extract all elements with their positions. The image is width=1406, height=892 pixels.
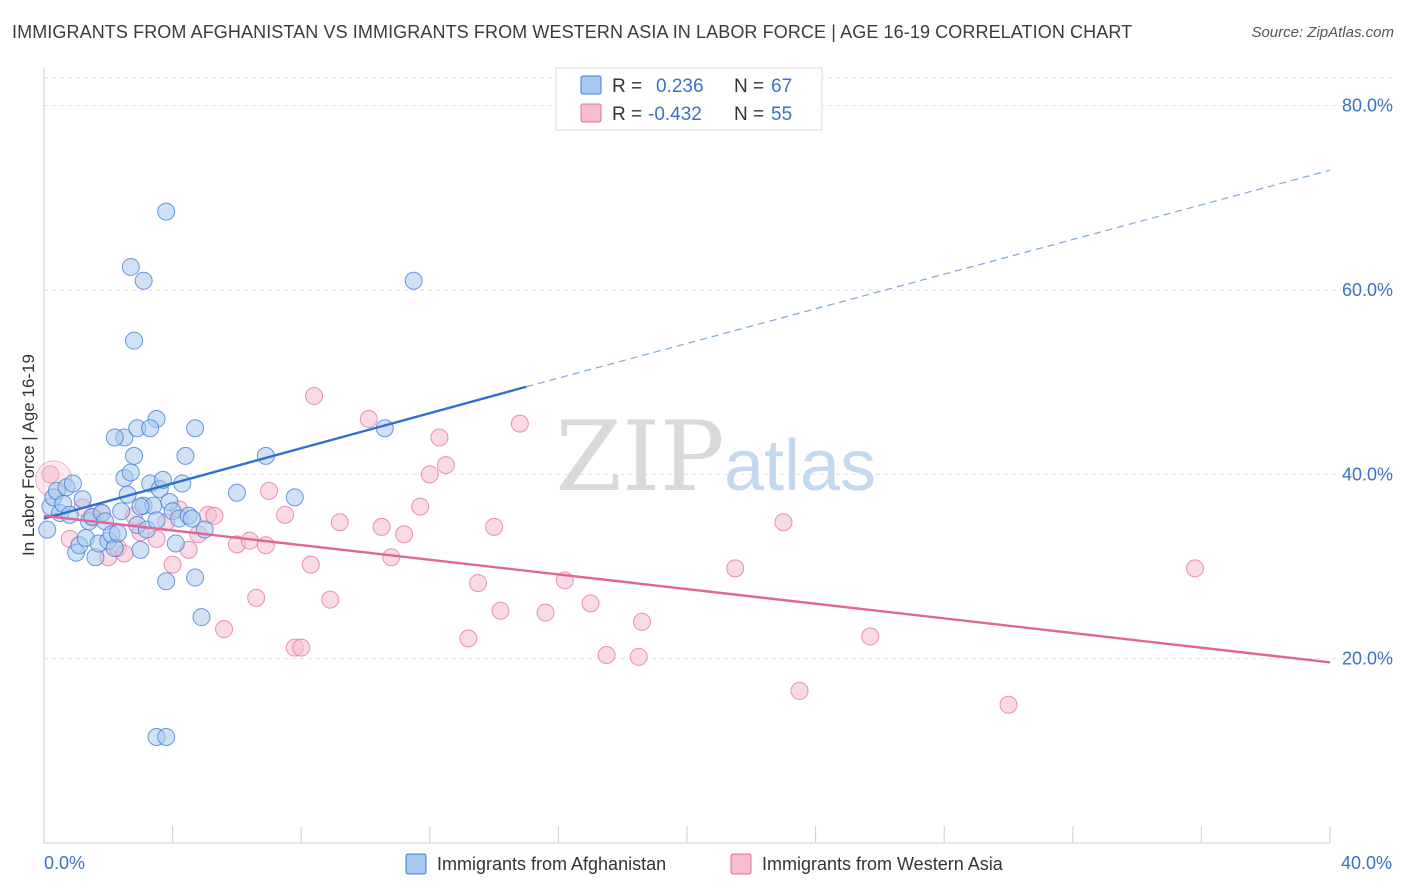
point-western-asia bbox=[330, 513, 349, 532]
point-western-asia bbox=[726, 559, 745, 578]
y-tick-label: 40.0% bbox=[1342, 464, 1393, 484]
point-western-asia bbox=[260, 481, 279, 500]
point-afghanistan bbox=[108, 524, 127, 543]
point-western-asia bbox=[321, 590, 340, 609]
point-western-asia bbox=[420, 465, 439, 484]
point-afghanistan bbox=[166, 534, 185, 553]
point-western-asia bbox=[41, 465, 60, 484]
point-afghanistan bbox=[157, 572, 176, 591]
legend-r-value-2: -0.432 bbox=[648, 104, 702, 125]
point-afghanistan bbox=[121, 463, 140, 482]
point-western-asia bbox=[301, 555, 320, 574]
x-tick-label-min: 0.0% bbox=[44, 853, 85, 873]
grid-lines: 20.0% 40.0% 60.0% 80.0% bbox=[44, 77, 1393, 669]
point-afghanistan bbox=[131, 540, 150, 559]
stats-legend: R = 0.236 N = 67 R = -0.432 N = 55 bbox=[555, 67, 823, 131]
point-western-asia bbox=[459, 629, 478, 648]
legend-swatch-western-asia bbox=[580, 103, 602, 123]
watermark: ZIP atlas bbox=[555, 401, 876, 513]
point-western-asia bbox=[305, 386, 324, 405]
point-western-asia bbox=[372, 517, 391, 536]
trend-lines bbox=[43, 169, 1331, 664]
point-afghanistan bbox=[157, 728, 176, 747]
point-western-asia bbox=[597, 645, 616, 664]
x-tick-label-max: 40.0% bbox=[1341, 853, 1392, 873]
point-western-asia bbox=[510, 414, 529, 433]
y-tick-label: 80.0% bbox=[1342, 96, 1393, 116]
point-afghanistan bbox=[147, 511, 166, 530]
point-western-asia bbox=[774, 513, 793, 532]
bottom-legend-label-afghanistan: Immigrants from Afghanistan bbox=[437, 854, 666, 874]
bottom-legend-label-western-asia: Immigrants from Western Asia bbox=[762, 854, 1004, 874]
point-western-asia bbox=[1185, 559, 1204, 578]
point-afghanistan bbox=[131, 497, 150, 516]
legend-swatch-afghanistan bbox=[580, 75, 602, 95]
series-legend: Immigrants from Afghanistan Immigrants f… bbox=[405, 853, 1004, 875]
point-western-asia bbox=[395, 525, 414, 544]
bottom-legend-swatch-afghanistan bbox=[405, 853, 427, 875]
point-western-asia bbox=[359, 410, 378, 429]
point-afghanistan bbox=[186, 568, 205, 587]
trend-afghanistan-solid bbox=[43, 385, 527, 520]
point-afghanistan bbox=[105, 539, 124, 558]
point-western-asia bbox=[247, 588, 266, 607]
point-afghanistan bbox=[285, 488, 304, 507]
point-afghanistan bbox=[63, 474, 82, 493]
point-western-asia bbox=[999, 695, 1018, 714]
point-western-asia bbox=[430, 428, 449, 447]
point-western-asia bbox=[276, 505, 295, 524]
point-afghanistan bbox=[227, 483, 246, 502]
point-afghanistan bbox=[38, 520, 57, 539]
y-tick-label: 20.0% bbox=[1342, 649, 1393, 669]
point-western-asia bbox=[411, 497, 430, 516]
point-western-asia bbox=[491, 601, 510, 620]
point-afghanistan bbox=[105, 428, 124, 447]
point-afghanistan bbox=[125, 331, 144, 350]
point-afghanistan bbox=[112, 502, 131, 521]
point-afghanistan bbox=[134, 271, 153, 290]
point-western-asia bbox=[163, 555, 182, 574]
point-western-asia bbox=[632, 612, 651, 631]
legend-r-label-2: R = bbox=[612, 104, 642, 125]
point-afghanistan bbox=[176, 446, 195, 465]
point-western-asia bbox=[436, 456, 455, 475]
point-western-asia bbox=[292, 638, 311, 657]
axes: 0.0% 40.0% bbox=[43, 68, 1392, 873]
point-western-asia bbox=[205, 506, 224, 525]
bottom-legend-swatch-western-asia bbox=[730, 853, 752, 875]
point-western-asia bbox=[790, 681, 809, 700]
point-western-asia bbox=[581, 594, 600, 613]
watermark-atlas: atlas bbox=[724, 426, 876, 506]
chart-title: IMMIGRANTS FROM AFGHANISTAN VS IMMIGRANT… bbox=[12, 22, 1133, 42]
chart-source: Source: ZipAtlas.com bbox=[1251, 24, 1394, 41]
point-western-asia bbox=[861, 627, 880, 646]
legend-r-value-1: 0.236 bbox=[656, 76, 704, 97]
legend-n-label-2: N = bbox=[734, 104, 764, 125]
legend-r-label-1: R = bbox=[612, 76, 642, 97]
legend-n-label-1: N = bbox=[734, 76, 764, 97]
point-afghanistan bbox=[404, 271, 423, 290]
legend-n-value-2: 55 bbox=[771, 104, 792, 125]
point-afghanistan bbox=[141, 419, 160, 438]
point-western-asia bbox=[485, 517, 504, 536]
trend-afghanistan-dashed bbox=[526, 169, 1331, 388]
point-western-asia bbox=[215, 620, 234, 639]
point-afghanistan bbox=[125, 446, 144, 465]
watermark-zip: ZIP bbox=[555, 401, 724, 513]
point-western-asia bbox=[536, 603, 555, 622]
y-tick-label: 60.0% bbox=[1342, 280, 1393, 300]
point-western-asia bbox=[629, 647, 648, 666]
point-afghanistan bbox=[121, 257, 140, 276]
point-western-asia bbox=[382, 548, 401, 567]
point-afghanistan bbox=[192, 608, 211, 627]
trend-western-asia bbox=[43, 514, 1331, 664]
y-axis-title: In Labor Force | Age 16-19 bbox=[19, 354, 38, 556]
point-western-asia bbox=[469, 574, 488, 593]
point-afghanistan bbox=[157, 202, 176, 221]
legend-n-value-1: 67 bbox=[771, 76, 792, 97]
series-afghanistan-points bbox=[38, 202, 423, 747]
point-afghanistan bbox=[182, 509, 201, 528]
point-afghanistan bbox=[186, 419, 205, 438]
